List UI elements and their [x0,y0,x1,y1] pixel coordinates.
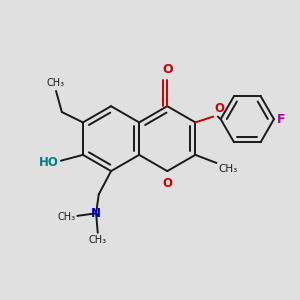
Text: N: N [91,207,101,220]
Text: CH₃: CH₃ [89,236,107,245]
Text: CH₃: CH₃ [218,164,237,174]
Text: O: O [162,177,172,190]
Text: O: O [214,102,224,115]
Text: O: O [162,63,172,76]
Text: F: F [277,113,286,126]
Text: HO: HO [39,155,59,169]
Text: CH₃: CH₃ [47,78,65,88]
Text: CH₃: CH₃ [57,212,75,221]
